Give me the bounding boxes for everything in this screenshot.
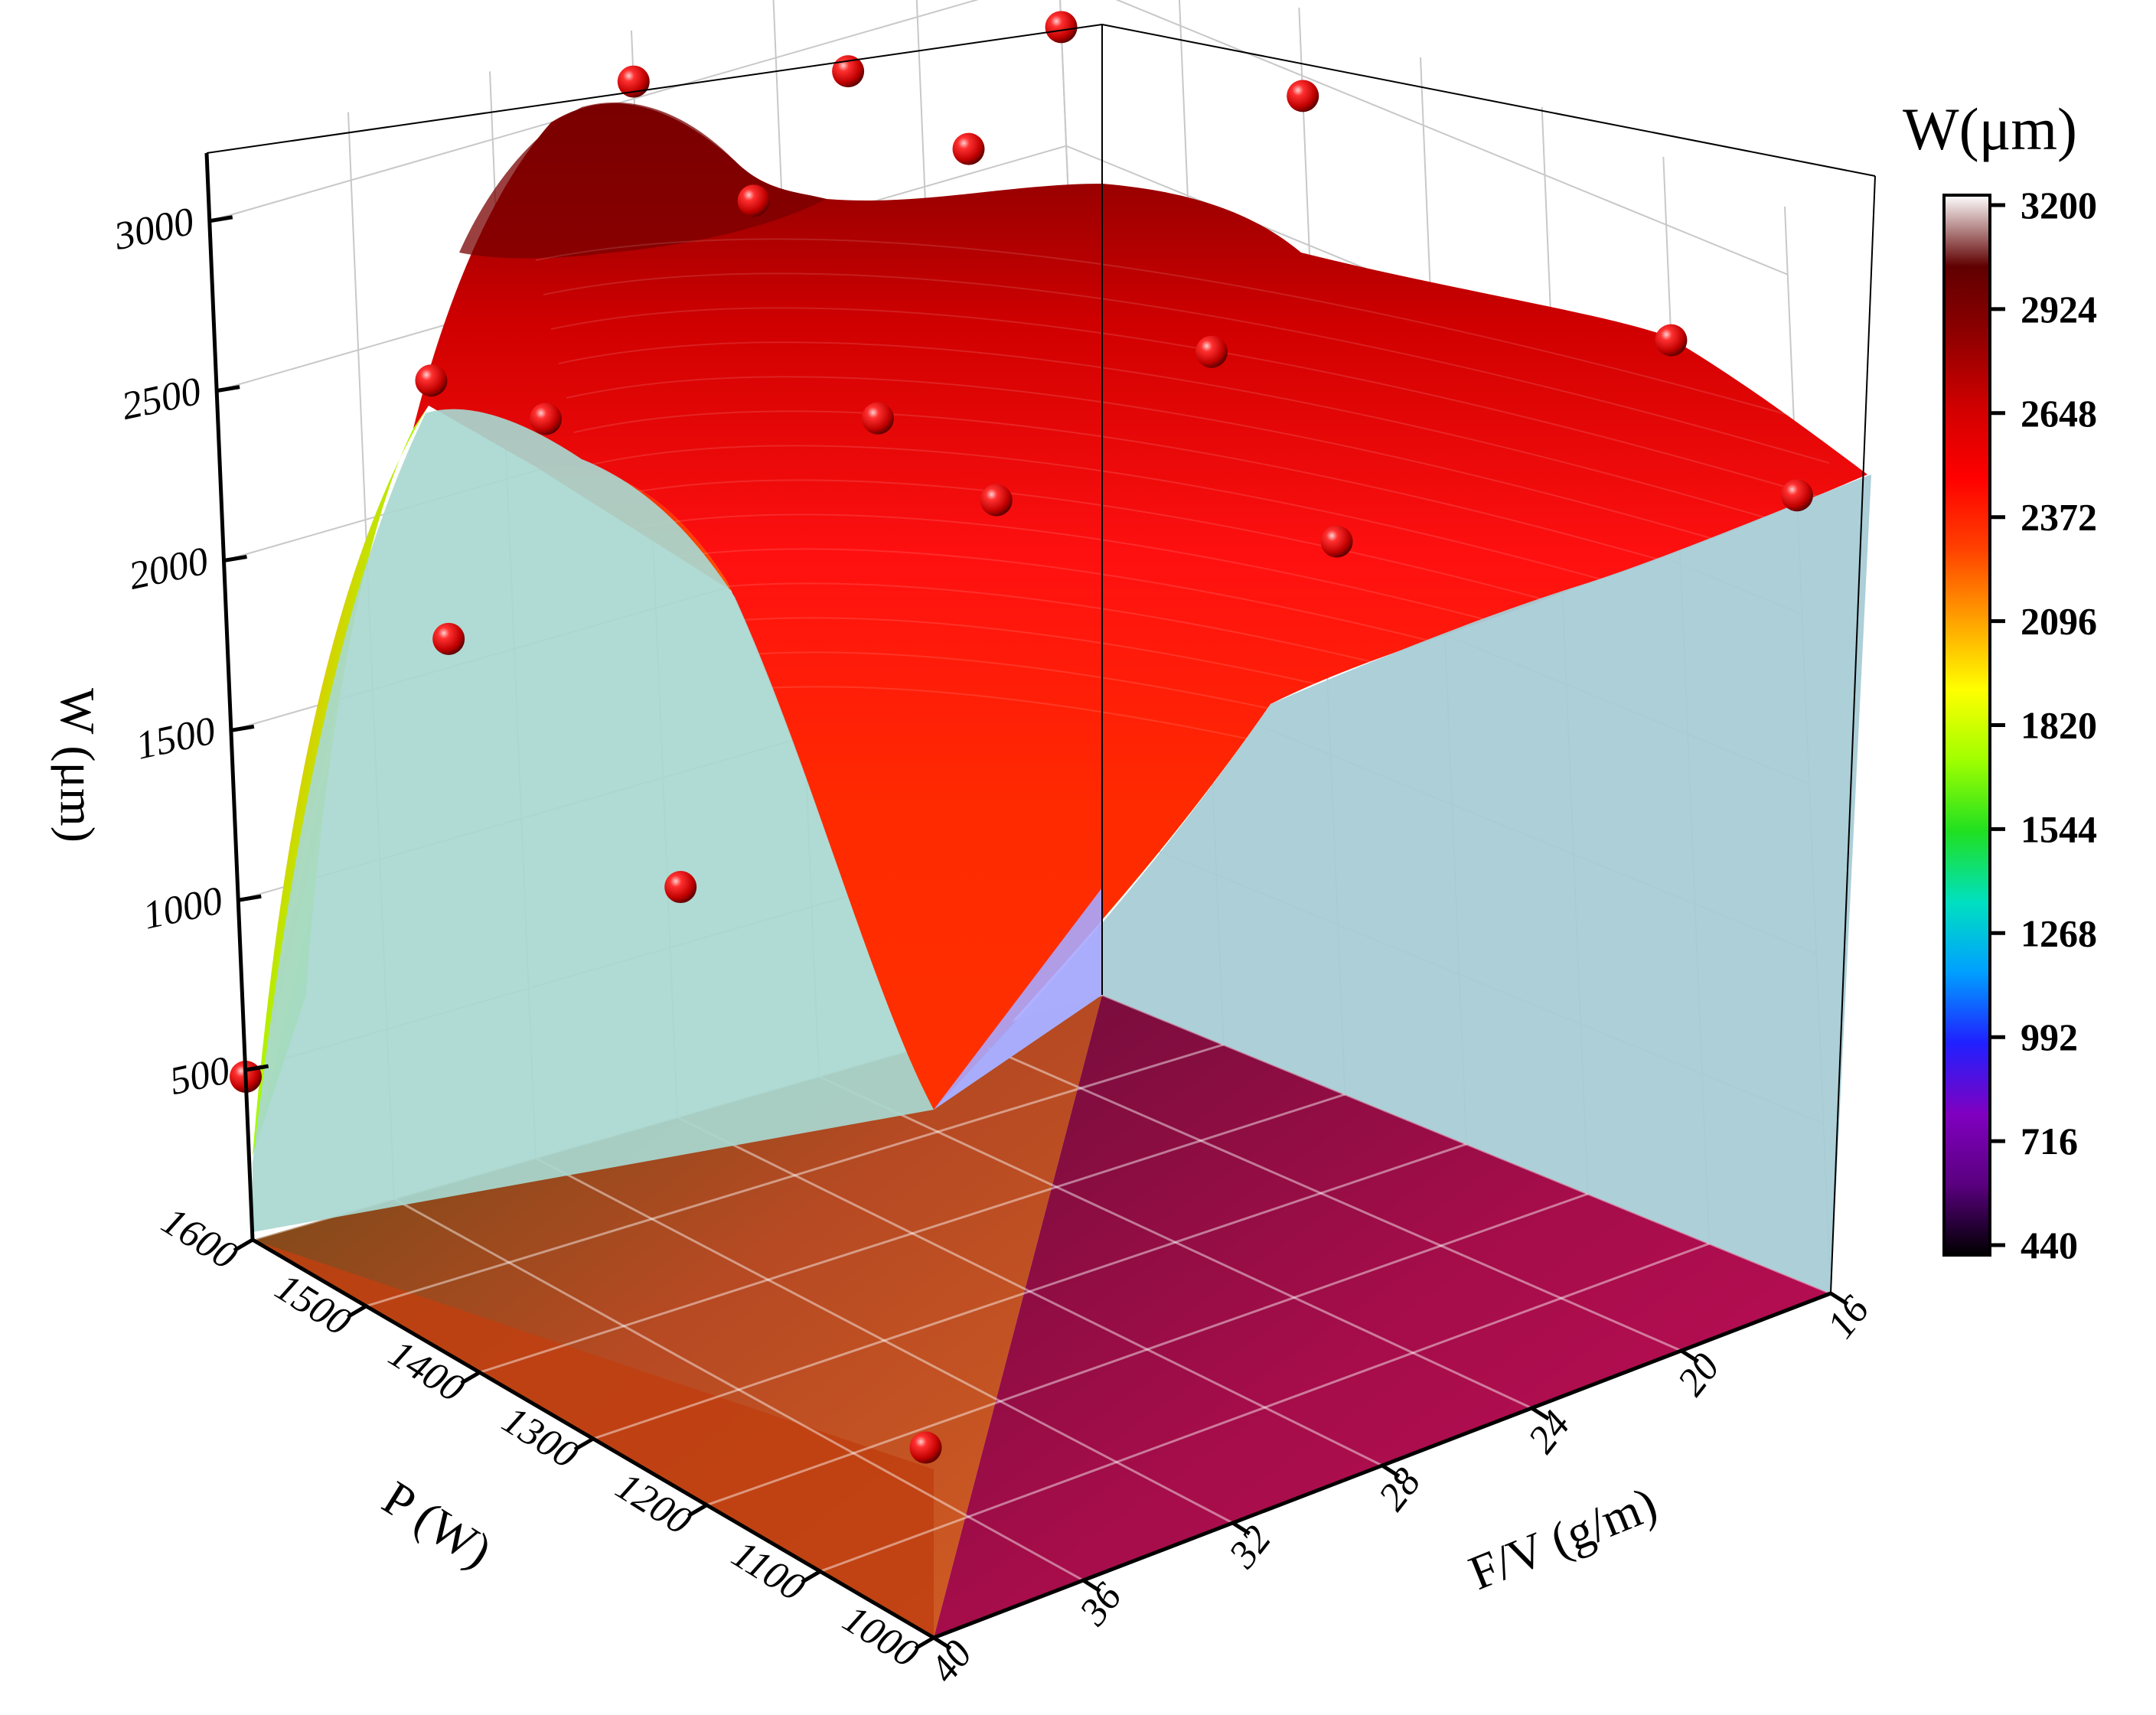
z-axis-line (204, 152, 255, 1241)
data-point (1320, 525, 1353, 558)
x-tick-mark (347, 1304, 367, 1319)
y-tick-label: 36 (1071, 1575, 1130, 1634)
y-tick-mark (1231, 1521, 1251, 1536)
data-point (1195, 335, 1228, 368)
colorbar-tick-label: 1268 (2021, 911, 2097, 954)
y-tick-label: 28 (1371, 1460, 1430, 1518)
y-tick-label: 16 (1819, 1288, 1878, 1346)
x-tick-mark (233, 1237, 254, 1253)
z-tick-mark (209, 215, 233, 223)
colorbar-tick-label: 2096 (2021, 600, 2097, 643)
colorbar-tick-label: 1544 (2021, 807, 2097, 850)
floor-gridline (535, 1157, 1234, 1524)
data-point (1287, 80, 1319, 112)
colorbar: W(μm) 3200 2924 2648 2372 2096 1820 1544 1268 99… (1903, 96, 2097, 1267)
y-tick-mark (1530, 1406, 1550, 1421)
right-frame-vertical (1830, 175, 1876, 1294)
colorbar-tick-label: 3200 (2021, 184, 2097, 227)
data-point (909, 1431, 942, 1464)
colorbar-tick-label: 440 (2021, 1224, 2078, 1267)
data-point (415, 364, 448, 397)
data-point (432, 622, 465, 655)
data-point (1780, 479, 1813, 512)
back-frame-right (1101, 24, 1876, 177)
floor-gridline (818, 1075, 1532, 1410)
colorbar-tick-label: 992 (2021, 1016, 2078, 1058)
mesh-line (535, 238, 1838, 429)
y-tick-mark (1680, 1348, 1700, 1364)
back-corner-blue (934, 888, 1102, 1110)
x-tick-mark (687, 1503, 708, 1518)
mesh-line (543, 272, 1830, 464)
floor-gridline (365, 1043, 1225, 1308)
surface-peak-shade (459, 102, 827, 259)
data-point (980, 484, 1013, 517)
z-tick-mark (245, 1064, 269, 1072)
z-tick-label: 3000 (110, 200, 198, 259)
z-tick-mark (230, 724, 255, 732)
x-tick-mark (460, 1371, 481, 1385)
mesh-line (558, 341, 1815, 533)
wall-projections (253, 409, 1871, 1293)
colorbar-tick-label: 2372 (2021, 496, 2097, 539)
z-tick-label: 500 (166, 1048, 233, 1104)
data-point (862, 402, 894, 435)
z-tick-label: 2500 (118, 370, 205, 429)
mesh-line (550, 307, 1822, 498)
data-point (617, 65, 650, 98)
x-tick-label: 1600 (154, 1199, 244, 1278)
colorbar-tick-label: 2648 (2021, 392, 2097, 435)
y-tick-label: 32 (1221, 1518, 1280, 1576)
colorbar-tick-label: 2924 (2021, 288, 2097, 331)
z-tick-mark (223, 555, 247, 562)
y-tick-mark (1081, 1578, 1101, 1593)
x-tick-mark (573, 1436, 595, 1452)
back-frame-left (206, 24, 1103, 154)
data-point (530, 403, 563, 435)
data-point (737, 184, 770, 217)
x-tick-mark (801, 1570, 821, 1584)
y-axis-label: F/V (g/m) (1462, 1476, 1665, 1600)
floor-gridline (592, 1143, 1467, 1440)
z-axis-label: W (μm) (51, 688, 105, 843)
z-tick-mark (237, 894, 262, 902)
floor-gridline (706, 1192, 1589, 1507)
z-tick-label: 1500 (132, 709, 220, 768)
floor-gridline (677, 1116, 1383, 1467)
floor-right (934, 995, 1831, 1638)
mesh-line (566, 376, 1807, 567)
y-tick-label: 24 (1520, 1403, 1579, 1461)
z-tick-label: 1000 (139, 879, 227, 937)
data-point (832, 55, 865, 88)
colorbar-tick-label: 716 (2021, 1120, 2078, 1162)
right-wall-projection (934, 474, 1871, 1293)
colorbar-title: W(μm) (1903, 96, 2077, 162)
z-tick-mark (216, 385, 240, 393)
data-point (664, 871, 697, 904)
mesh-line (573, 410, 1799, 602)
floor-gridline (393, 1198, 1085, 1582)
colorbar-scale (1942, 194, 1991, 1257)
data-point (1655, 324, 1688, 357)
y-tick-mark (1829, 1291, 1849, 1306)
data-point (1045, 11, 1078, 44)
y-tick-mark (1381, 1463, 1401, 1479)
floor-gridline (479, 1093, 1345, 1374)
floor-gridline (960, 1034, 1682, 1352)
z-tick-label: 2000 (125, 539, 212, 598)
z-ticks: 500 1000 1500 2000 2500 3000 (110, 200, 269, 1104)
mesh-line (581, 445, 1792, 636)
floor-gridline (820, 1242, 1710, 1573)
left-wall-projection (253, 409, 934, 1232)
colorbar-ticks: 3200 2924 2648 2372 2096 1820 1544 1268 992 716 44… (1990, 184, 2097, 1267)
data-point (952, 132, 985, 165)
colorbar-tick-label: 1820 (2021, 704, 2097, 747)
y-tick-label: 20 (1669, 1345, 1728, 1404)
x-axis-label: P (W) (373, 1470, 501, 1578)
y-tick-mark (932, 1635, 952, 1651)
surface-top (413, 103, 1867, 1110)
x-tick-mark (914, 1635, 935, 1651)
